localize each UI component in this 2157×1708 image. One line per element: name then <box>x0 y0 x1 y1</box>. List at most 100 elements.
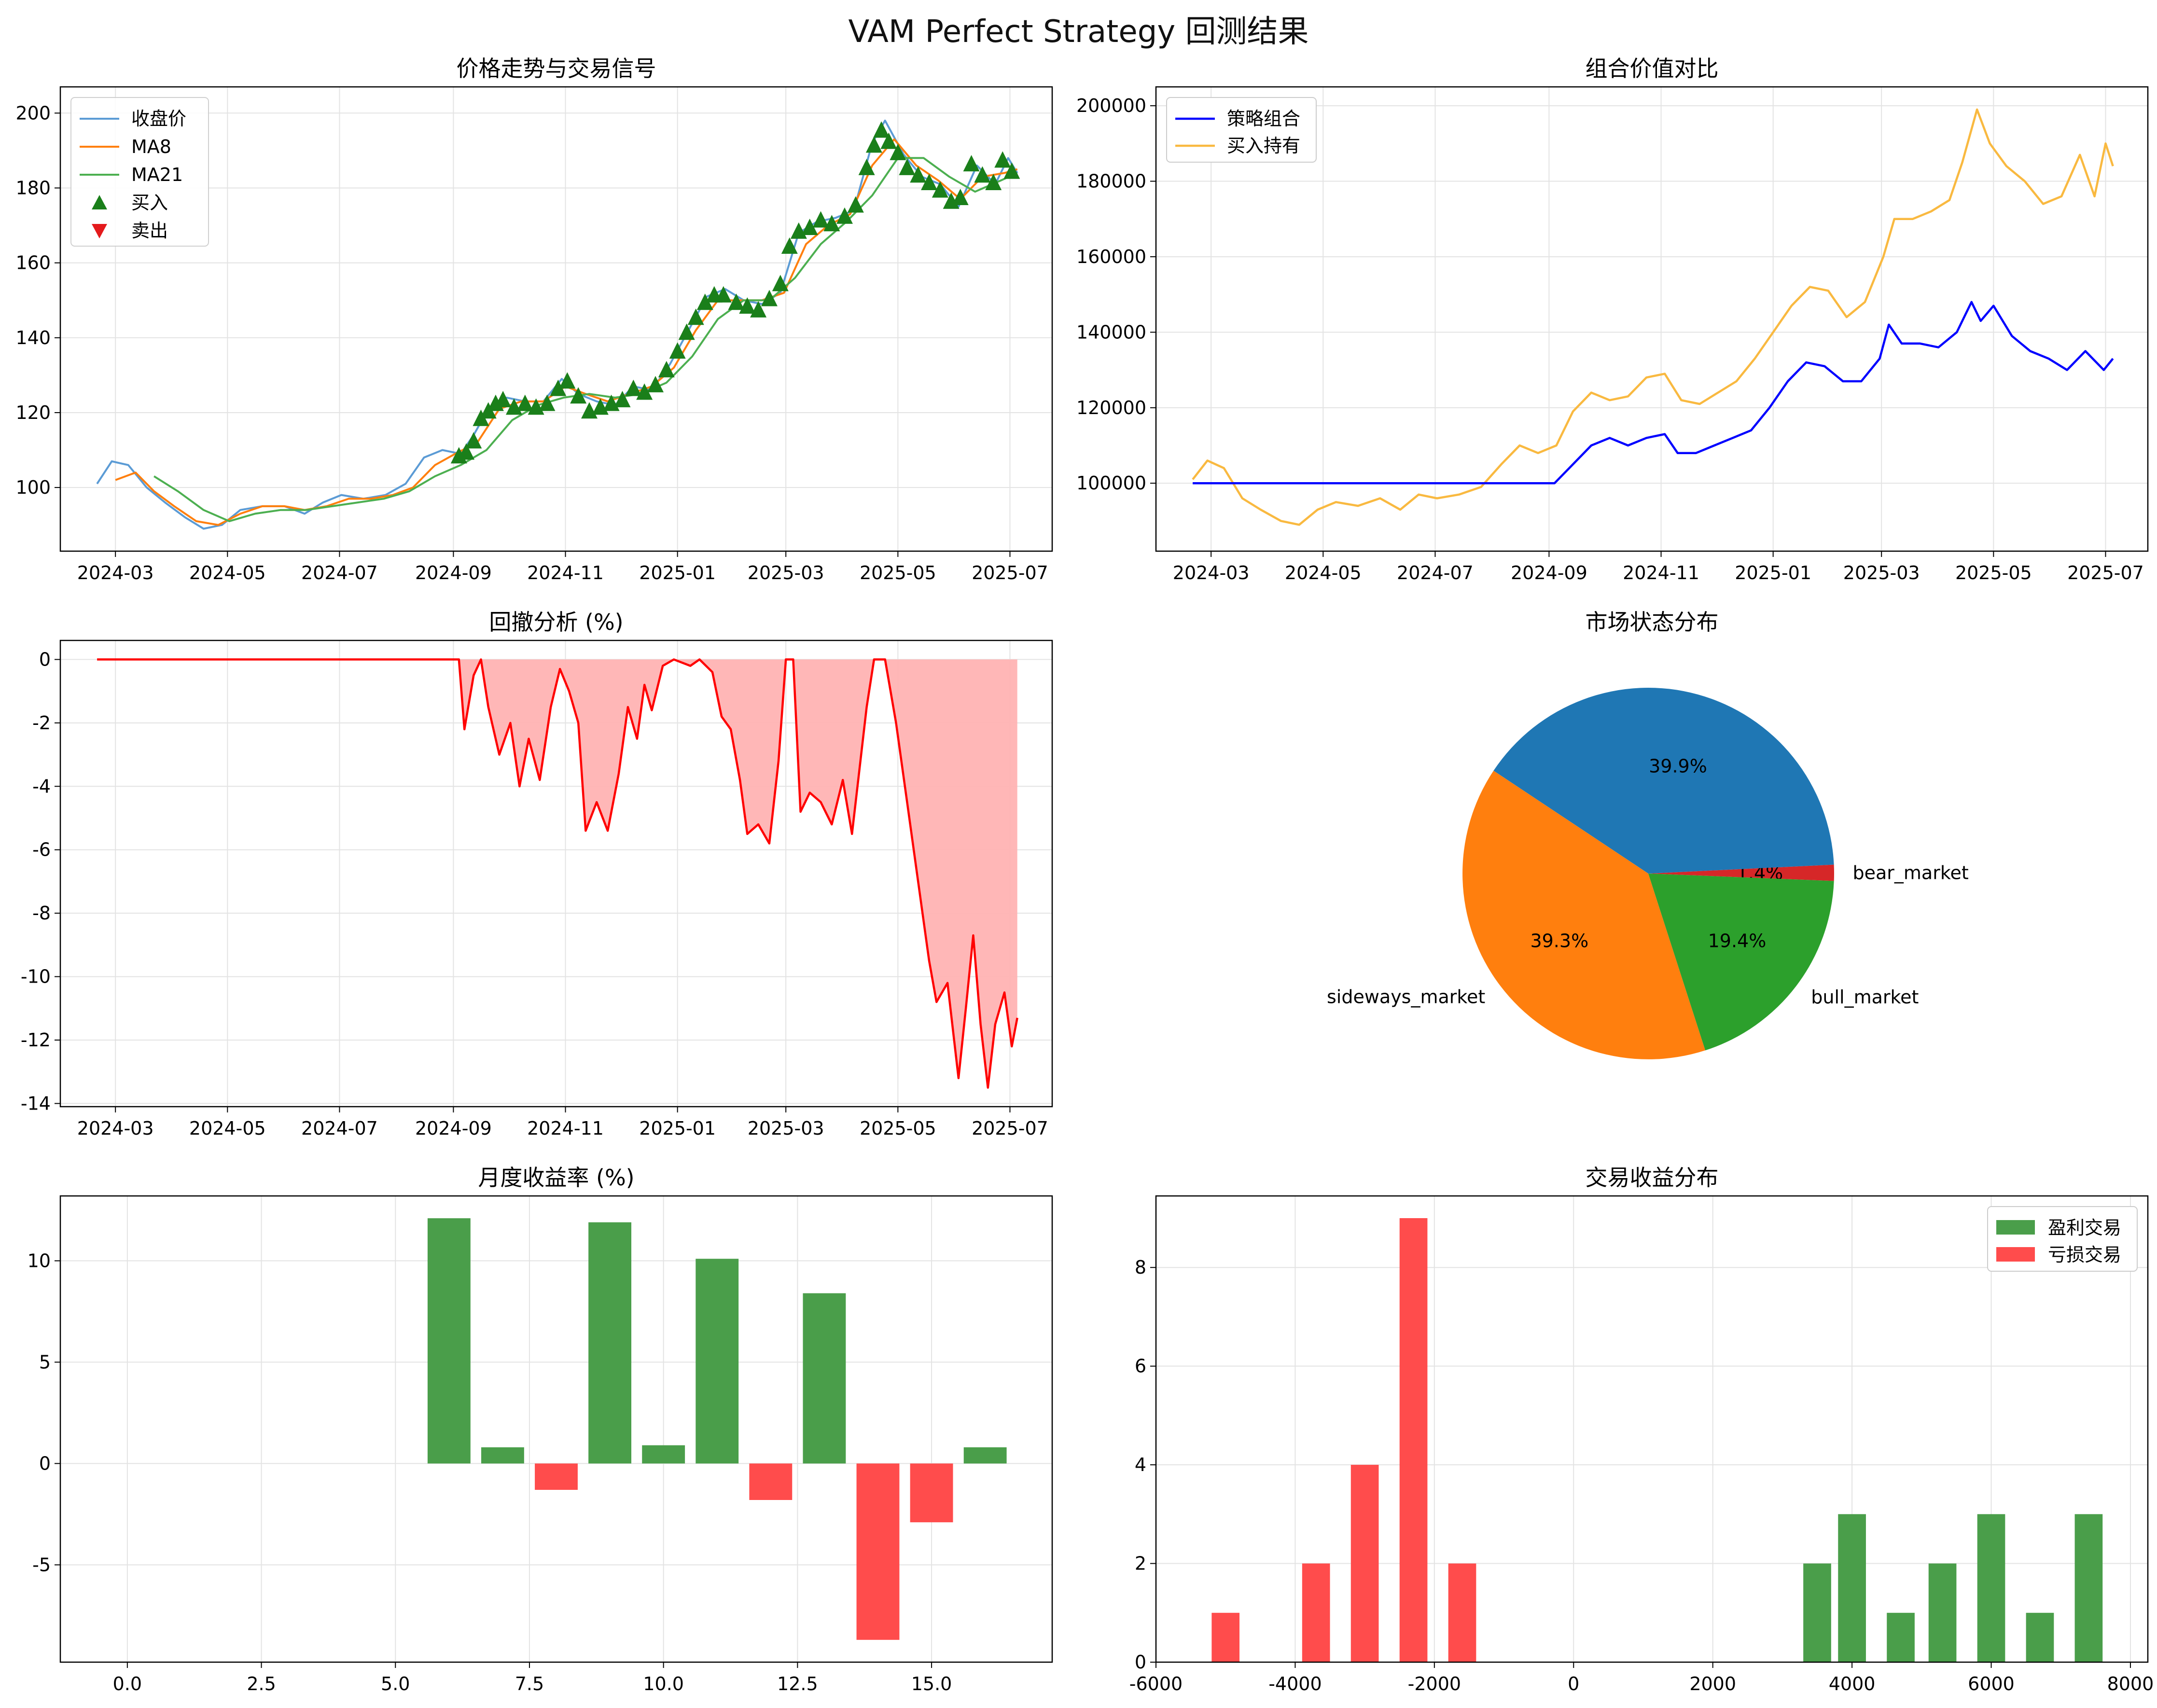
x-tick-label: -6000 <box>1129 1673 1183 1694</box>
hist-bar <box>1399 1218 1428 1662</box>
buy-marker <box>678 323 695 340</box>
buy-marker <box>836 207 853 224</box>
legend-label: 盈利交易 <box>2048 1217 2121 1238</box>
axes-frame <box>59 1195 1053 1663</box>
axes-frame <box>1155 1195 2149 1663</box>
pie-slice <box>1462 770 1706 1059</box>
month-bar <box>696 1259 739 1464</box>
legend-label: 亏损交易 <box>2048 1244 2121 1265</box>
panel-title: 市场状态分布 <box>1586 609 1719 635</box>
month-bar <box>749 1463 793 1500</box>
hist-bar <box>1350 1465 1379 1662</box>
y-tick-label: -5 <box>32 1554 51 1575</box>
y-tick-label: -2 <box>32 712 51 734</box>
month-bar <box>427 1218 471 1464</box>
y-tick-label: 160 <box>15 252 51 274</box>
month-bar <box>481 1447 524 1464</box>
x-tick-label: 2025-03 <box>748 1118 824 1139</box>
x-tick-label: 2024-05 <box>189 1118 266 1139</box>
buy-marker <box>921 173 938 190</box>
series-line <box>153 157 1018 522</box>
x-tick-label: 2025-07 <box>972 1118 1048 1139</box>
x-tick-label: 2024-03 <box>77 1118 154 1139</box>
pie-slice <box>1493 688 1834 874</box>
legend-label: 策略组合 <box>1227 108 1300 129</box>
hist-bar <box>1838 1514 1866 1662</box>
panel-title: 回撤分析 (%) <box>489 609 623 635</box>
series-line <box>1192 108 2114 526</box>
y-tick-label: 5 <box>39 1351 51 1373</box>
y-tick-label: 200 <box>15 102 51 124</box>
buy-marker <box>687 308 704 325</box>
y-tick-label: 120000 <box>1076 397 1146 418</box>
x-tick-label: 8000 <box>2107 1673 2154 1694</box>
buy-marker <box>994 151 1011 168</box>
x-tick-label: 2024-05 <box>1285 562 1362 583</box>
x-tick-label: 2025-03 <box>1843 562 1920 583</box>
drawdown-line <box>97 658 1018 1089</box>
legend-swatch <box>1996 1247 2035 1262</box>
y-tick-label: -8 <box>32 903 51 924</box>
y-tick-label: 120 <box>15 402 51 423</box>
chart-drawdown: 2024-03 2024-05 2024-07 2024-09 2024-11 2025-… <box>21 609 1053 1139</box>
buy-marker <box>647 375 664 392</box>
legend-label: 买入持有 <box>1227 135 1300 156</box>
buy-marker <box>781 237 798 254</box>
y-tick-label: -12 <box>21 1029 51 1051</box>
x-tick-label: 2024-11 <box>527 562 604 583</box>
x-tick-label: 10.0 <box>643 1673 684 1694</box>
y-tick-label: 8 <box>1135 1257 1146 1278</box>
buy-marker <box>539 394 556 411</box>
x-tick-label: 6000 <box>1968 1673 2015 1694</box>
buy-marker <box>625 379 642 396</box>
x-tick-label: 12.5 <box>777 1673 818 1694</box>
series-line <box>115 138 1018 526</box>
buy-marker <box>952 188 969 205</box>
hist-bar <box>2026 1612 2054 1662</box>
axes-frame <box>1155 86 2149 552</box>
buy-marker <box>865 136 882 153</box>
buy-marker <box>658 361 675 377</box>
hist-bar <box>1302 1563 1330 1662</box>
legend-label: 收盘价 <box>131 108 186 129</box>
chart-trade-distribution: -6000 -4000 -2000 0 2000 4000 6000 8000 0 2 4 6 8 交易收… <box>1129 1165 2154 1694</box>
x-tick-label: 15.0 <box>911 1673 952 1694</box>
pie-pct-label: 19.4% <box>1708 930 1767 952</box>
hist-bar <box>1887 1612 1915 1662</box>
y-tick-label: 0 <box>39 1453 51 1474</box>
buy-marker <box>696 293 713 310</box>
figure-title: VAM Perfect Strategy 回测结果 <box>848 14 1309 50</box>
x-tick-label: 4000 <box>1829 1673 1876 1694</box>
y-tick-label: 180 <box>15 177 51 198</box>
pie-pct-label: 39.3% <box>1530 930 1588 951</box>
buy-marker-legend <box>92 195 107 209</box>
hist-bar <box>2074 1514 2103 1662</box>
buy-marker <box>465 432 482 449</box>
x-tick-label: 2.5 <box>247 1673 276 1694</box>
series-line <box>1193 301 2114 485</box>
x-tick-label: 2025-01 <box>639 1118 716 1139</box>
x-tick-label: 2024-03 <box>77 562 154 583</box>
buy-marker <box>728 293 745 310</box>
y-tick-label: 2 <box>1135 1553 1146 1574</box>
sell-marker-legend <box>92 224 107 238</box>
buy-marker <box>974 166 991 183</box>
hist-bar <box>1977 1514 2005 1662</box>
legend-label: 卖出 <box>131 220 168 241</box>
buy-marker <box>750 301 767 318</box>
buy-marker <box>801 219 818 236</box>
x-tick-label: 2025-01 <box>639 562 716 583</box>
month-bar <box>642 1445 685 1464</box>
buy-marker <box>890 143 906 160</box>
buy-marker <box>963 155 980 172</box>
buy-marker <box>559 372 576 389</box>
y-tick-label: 6 <box>1135 1356 1146 1377</box>
pie-label: bull_market <box>1811 986 1919 1008</box>
x-tick-label: 2025-01 <box>1735 562 1811 583</box>
buy-marker <box>1003 162 1020 179</box>
month-bar <box>588 1222 632 1464</box>
buy-marker <box>669 342 686 359</box>
